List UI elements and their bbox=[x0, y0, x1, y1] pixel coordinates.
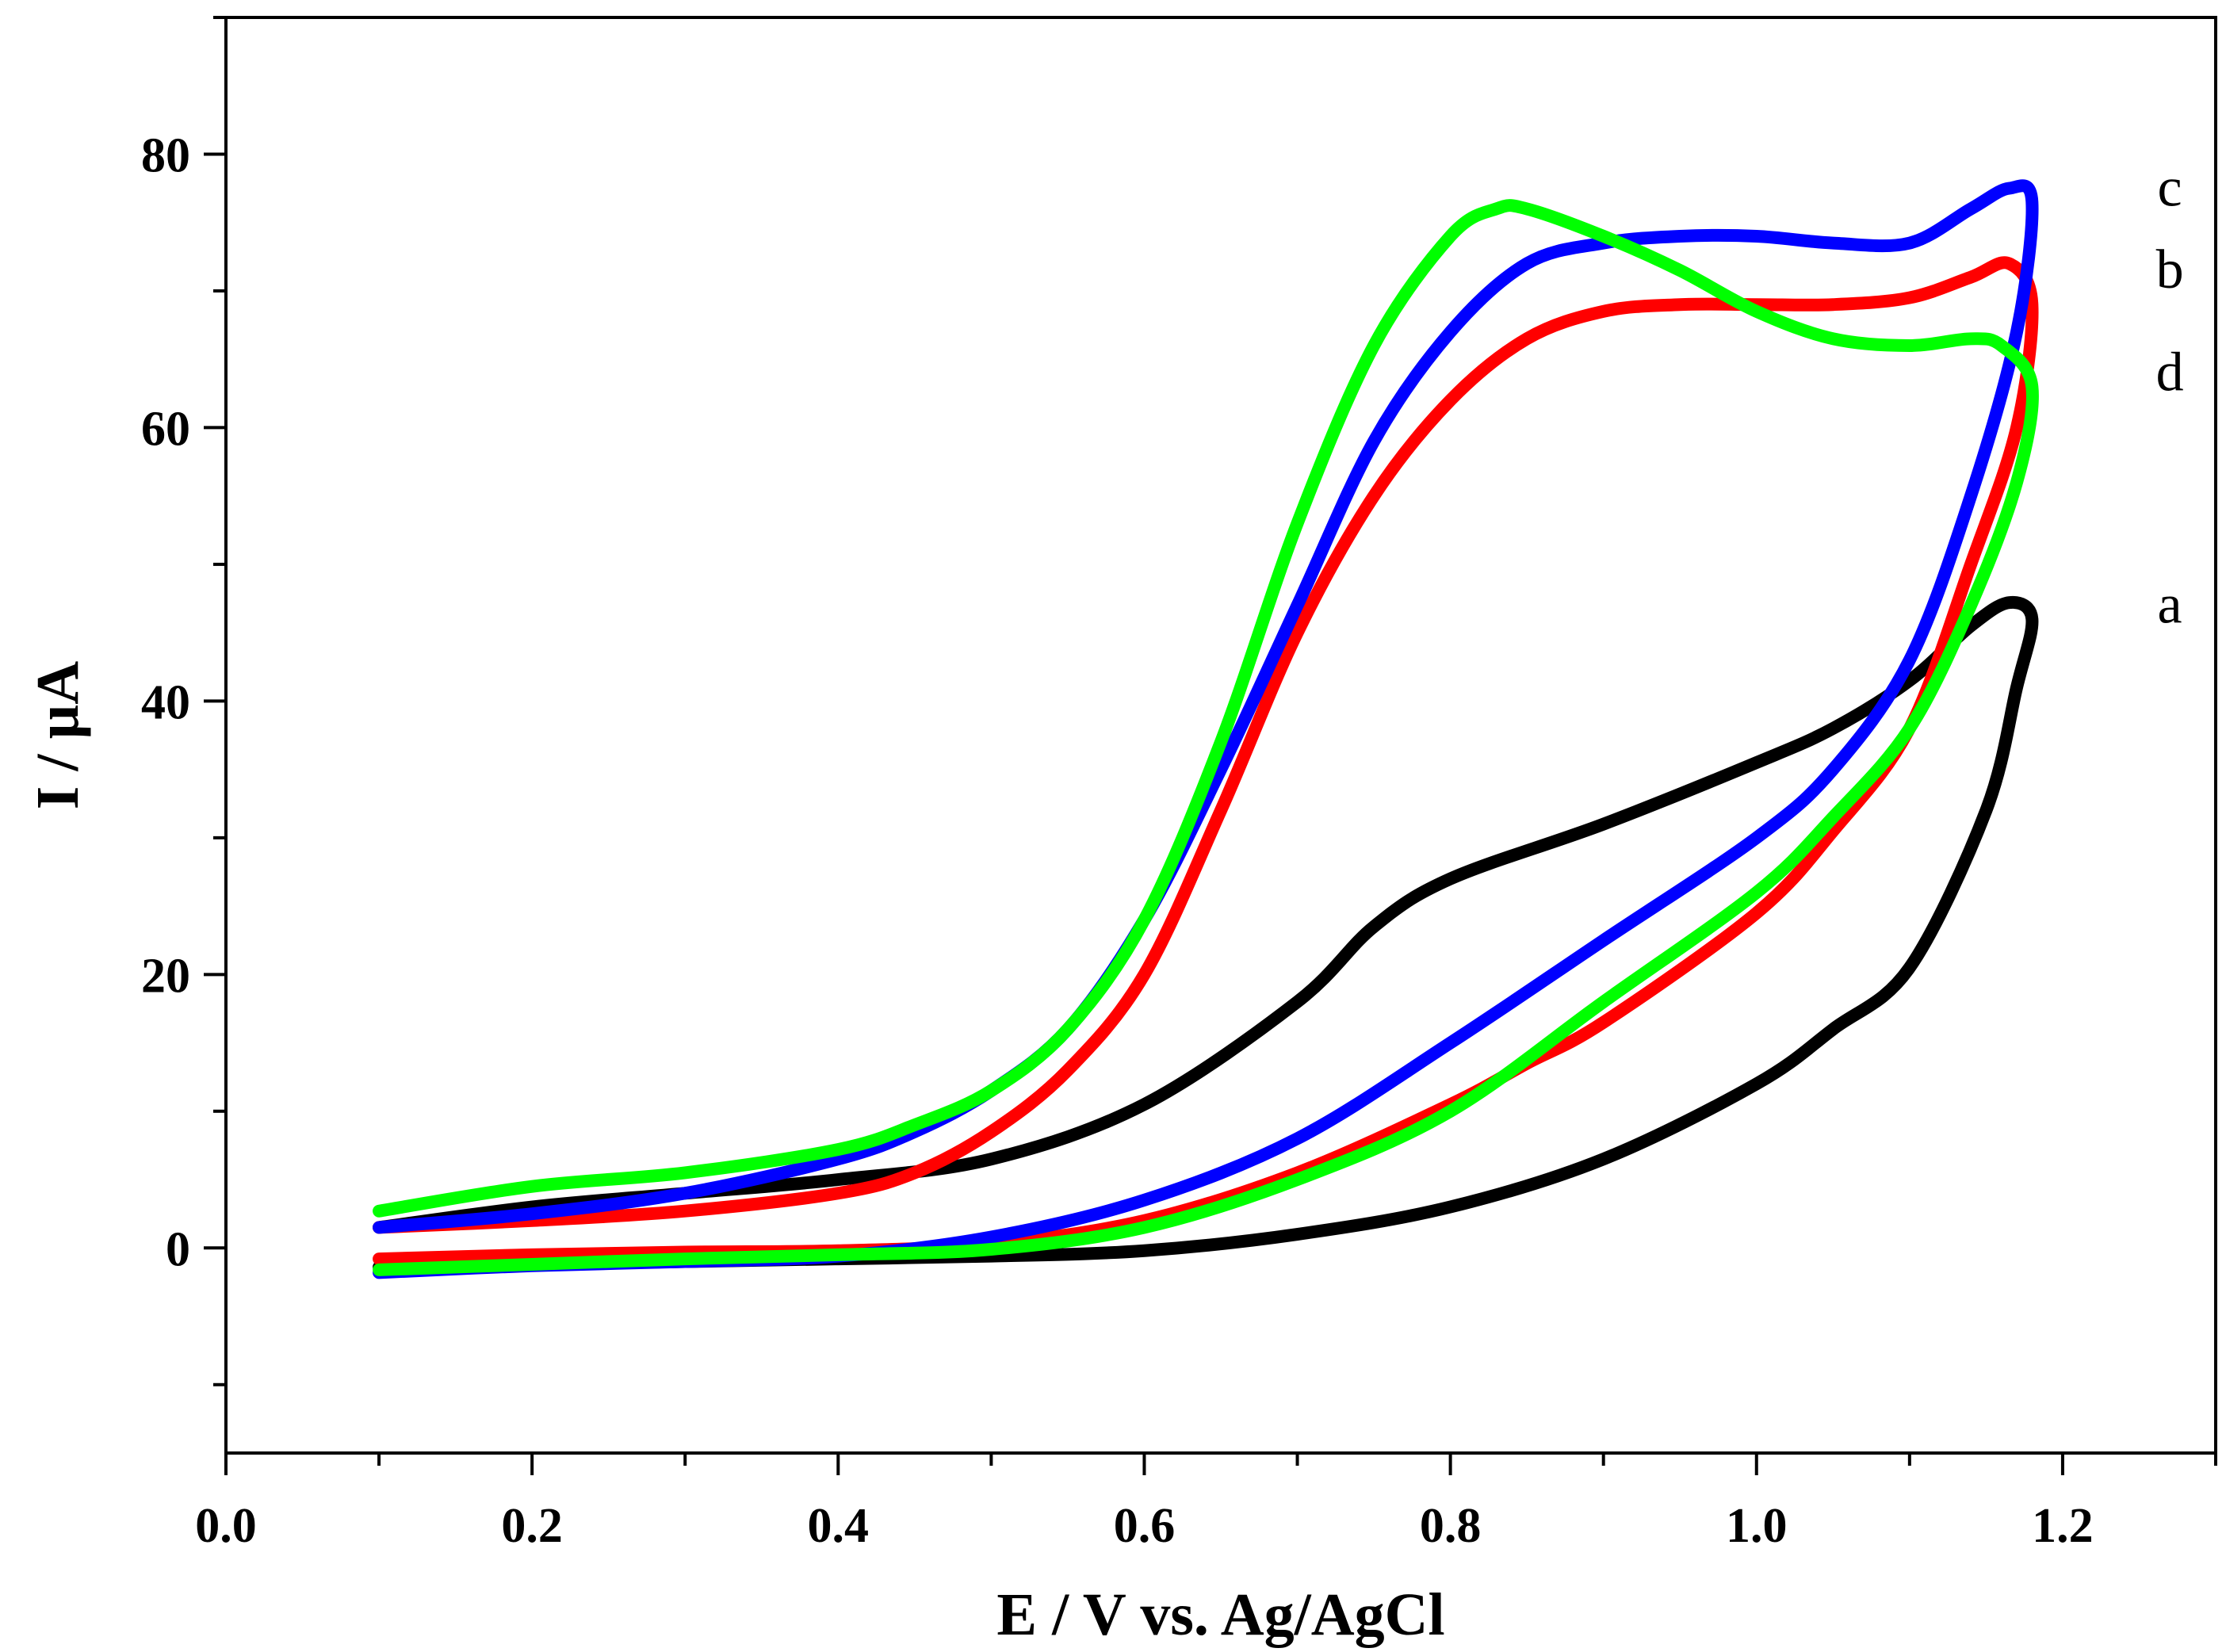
curve-b bbox=[373, 256, 2039, 1266]
curve-label-c: c bbox=[2158, 158, 2182, 219]
y-tick-label: 20 bbox=[141, 949, 190, 1003]
x-tick-label: 1.2 bbox=[2032, 1499, 2094, 1553]
x-tick-label: 0.0 bbox=[195, 1499, 257, 1553]
x-tick-label: 0.2 bbox=[501, 1499, 563, 1553]
curves bbox=[373, 179, 2039, 1279]
y-tick-labels: 0 20 40 60 80 bbox=[141, 128, 190, 1276]
y-tick-label: 40 bbox=[141, 675, 190, 729]
curve-labels: cbd a bbox=[2156, 158, 2184, 636]
y-axis-title: I / µA bbox=[25, 661, 91, 809]
curve-label-d: d bbox=[2156, 342, 2184, 403]
y-tick-label: 60 bbox=[141, 402, 190, 456]
curve-a bbox=[373, 595, 2039, 1274]
y-tick-label: 0 bbox=[166, 1222, 190, 1276]
curve-d bbox=[373, 199, 2039, 1276]
plot-frame bbox=[224, 16, 2217, 1455]
x-tick-label: 0.6 bbox=[1114, 1499, 1176, 1553]
x-tick-label: 1.0 bbox=[1726, 1499, 1788, 1553]
curve-label-a: a bbox=[2158, 575, 2182, 636]
curve-label-b: b bbox=[2156, 239, 2184, 300]
y-tick-label: 80 bbox=[141, 128, 190, 182]
x-tick-label: 0.4 bbox=[808, 1499, 870, 1553]
x-tick-labels: 0.0 0.2 0.4 0.6 0.8 1.0 1.2 bbox=[195, 1499, 2093, 1553]
x-tick-label: 0.8 bbox=[1420, 1499, 1482, 1553]
axis-ticks bbox=[204, 16, 2217, 1475]
x-axis-title: E / V vs. Ag/AgCl bbox=[996, 1581, 1444, 1648]
